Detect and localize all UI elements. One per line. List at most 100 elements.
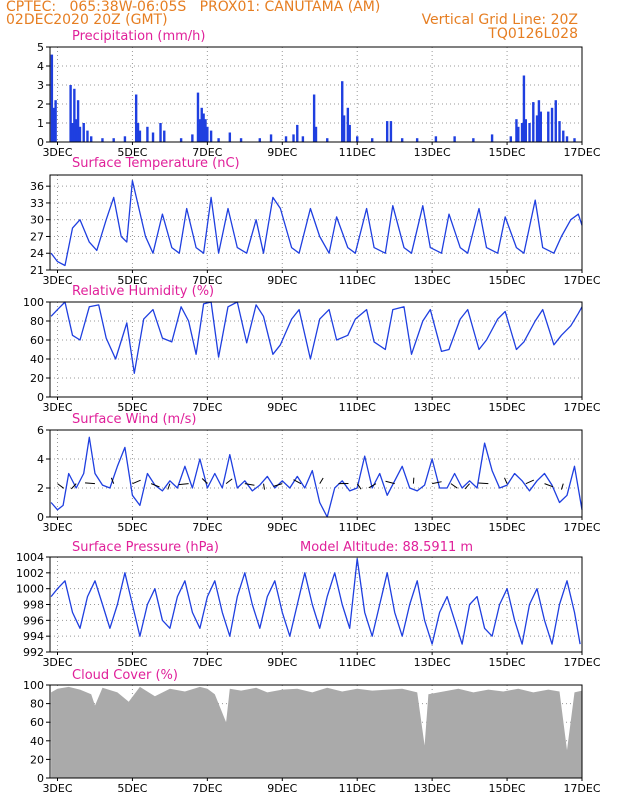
pressure-xtick-label: 5DEC (117, 656, 147, 669)
precipitation-bar (535, 115, 539, 142)
precipitation-ytick-label: 4 (37, 60, 44, 73)
precipitation-bar (75, 119, 78, 142)
temperature-panel-title: Surface Temperature (nC) (72, 156, 240, 171)
precipitation-bar (509, 136, 513, 142)
precipitation-bar (522, 75, 526, 142)
wind-direction-arrow (319, 477, 324, 484)
precipitation-bar (206, 126, 209, 142)
precipitation-panel-title: Precipitation (mm/h) (72, 29, 206, 44)
humidity-line (50, 301, 583, 374)
wind-xtick-label: 9DEC (267, 521, 297, 534)
precipitation-bar (342, 115, 346, 142)
wind-direction-arrow (464, 483, 470, 490)
wind-direction-arrow (70, 483, 77, 490)
precipitation-ytick-label: 0 (37, 136, 44, 149)
precipitation-bar (520, 123, 524, 142)
wind-panel-title: Surface Wind (m/s) (72, 412, 197, 427)
precipitation-ytick-label: 1 (37, 117, 44, 130)
precipitation-bar (191, 134, 194, 142)
pressure-line (50, 557, 581, 645)
wind-direction-arrow (560, 483, 564, 490)
cloud-cover-xtick-label: 3DEC (42, 782, 72, 795)
wind-frame (49, 429, 583, 518)
precipitation-bar (434, 136, 438, 142)
precipitation-bar (314, 126, 318, 142)
header-date-line: 02DEC2020 20Z (GMT) (6, 12, 168, 28)
wind-ytick-label: 6 (37, 424, 44, 437)
precipitation-bar (198, 119, 202, 142)
cloud-cover-xtick-label: 7DEC (192, 782, 222, 795)
precipitation-bar (209, 130, 213, 142)
precipitation-bar (217, 138, 220, 142)
precipitation-bar (554, 100, 557, 142)
precipitation-bar (90, 136, 93, 142)
precipitation-bar (558, 121, 561, 142)
humidity-ytick-label: 20 (30, 372, 44, 385)
precipitation-bar (101, 138, 104, 142)
pressure-ytick-label: 994 (23, 630, 44, 643)
precipitation-bar (453, 136, 456, 142)
wind-direction-arrow (263, 483, 266, 490)
precipitation-xtick-label: 17DEC (563, 146, 600, 159)
pressure-panel-title: Surface Pressure (hPa) (72, 540, 219, 555)
precipitation-bar (346, 107, 350, 142)
precipitation-bar (389, 121, 393, 142)
humidity-frame (49, 301, 583, 398)
cloud-cover-xtick-label: 9DEC (267, 782, 297, 795)
wind-direction-arrow (504, 477, 508, 484)
precipitation-bar (515, 119, 518, 142)
temperature-ytick-label: 36 (30, 180, 44, 193)
temperature-xtick-label: 17DEC (563, 274, 600, 287)
cloud-cover-ytick-label: 80 (30, 698, 44, 711)
wind-direction-arrow (385, 480, 395, 485)
precipitation-frame (49, 46, 583, 143)
temperature-xtick-label: 9DEC (267, 274, 297, 287)
precipitation-bar (292, 134, 295, 142)
temperature-xtick-label: 5DEC (117, 274, 147, 287)
precipitation-bar (550, 107, 554, 142)
precipitation-bar (112, 138, 115, 142)
header-model-id: TQ0126L028 (488, 26, 578, 42)
wind-direction-arrow (293, 479, 302, 485)
header-grid-line-note: Vertical Grid Line: 20Z (421, 12, 578, 28)
precipitation-bar (138, 130, 142, 142)
pressure-xtick-label: 17DEC (563, 656, 600, 669)
temperature-frame (49, 174, 583, 271)
wind-direction-arrow (432, 481, 442, 485)
temperature-ytick-label: 21 (30, 264, 44, 277)
wind-direction-arrow (273, 483, 283, 487)
pressure-ytick-label: 1002 (16, 567, 44, 580)
pressure-ytick-label: 998 (23, 599, 44, 612)
precipitation-bar (258, 138, 262, 142)
wind-direction-arrow (150, 483, 160, 488)
wind-xtick-label: 7DEC (192, 521, 222, 534)
humidity-xtick-label: 11DEC (339, 401, 376, 414)
cloud-cover-xtick-label: 11DEC (339, 782, 376, 795)
wind-direction-arrow (201, 478, 208, 485)
precipitation-bar (415, 138, 419, 142)
pressure-ytick-label: 1004 (16, 551, 44, 564)
wind-xtick-label: 13DEC (414, 521, 451, 534)
precipitation-bar (524, 119, 528, 142)
precipitation-bar (539, 111, 542, 142)
precipitation-bar (163, 130, 166, 142)
precipitation-bar (312, 94, 316, 142)
wind-direction-arrow (450, 483, 458, 489)
wind-direction-arrow (225, 478, 233, 485)
temperature-ytick-label: 30 (30, 214, 44, 227)
precipitation-bar (86, 130, 89, 142)
precipitation-bar (50, 54, 54, 142)
precipitation-bar (146, 126, 149, 142)
precipitation-bar (341, 81, 344, 142)
precipitation-ytick-label: 2 (37, 98, 44, 111)
cloud-cover-xtick-label: 17DEC (563, 782, 600, 795)
cloud-cover-area (51, 686, 583, 778)
precipitation-bar (537, 100, 541, 142)
precipitation-bar (565, 136, 569, 142)
humidity-ytick-label: 100 (23, 296, 44, 309)
cloud-cover-ytick-label: 0 (37, 772, 44, 785)
precipitation-bar (573, 138, 576, 142)
precipitation-xtick-label: 5DEC (117, 146, 147, 159)
precipitation-bar (73, 88, 76, 142)
wind-ytick-label: 4 (37, 453, 44, 466)
